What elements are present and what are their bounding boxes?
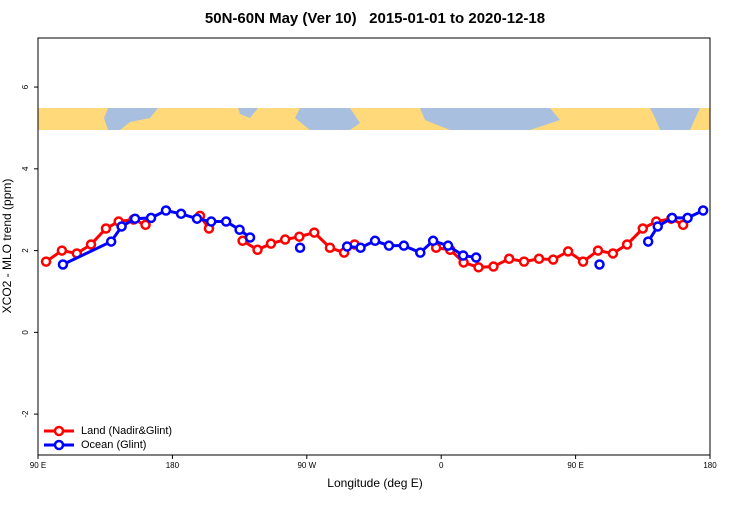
data-point bbox=[547, 254, 559, 265]
data-point bbox=[562, 246, 574, 257]
x-tick-label: 180 bbox=[703, 461, 717, 470]
data-point bbox=[592, 245, 604, 256]
data-point bbox=[294, 231, 305, 242]
legend-marker bbox=[53, 439, 65, 451]
x-axis-label: Longitude (deg E) bbox=[327, 476, 422, 490]
data-point bbox=[140, 219, 151, 231]
data-point bbox=[682, 212, 693, 224]
y-tick-label: -2 bbox=[21, 410, 30, 418]
data-point bbox=[473, 262, 484, 273]
x-tick-label: 90 E bbox=[567, 461, 583, 470]
data-point bbox=[457, 250, 469, 261]
data-point bbox=[252, 244, 263, 256]
y-axis-label: XCO2 - MLO trend (ppm) bbox=[0, 179, 14, 314]
data-point bbox=[383, 240, 395, 251]
data-point bbox=[341, 241, 353, 252]
data-point bbox=[677, 219, 689, 231]
data-point bbox=[503, 253, 515, 265]
data-point bbox=[594, 259, 605, 270]
data-point bbox=[442, 240, 454, 251]
chart-title: 50N-60N May (Ver 10) 2015-01-01 to 2020-… bbox=[205, 10, 545, 27]
data-point bbox=[145, 212, 157, 224]
data-point bbox=[279, 234, 291, 245]
data-point bbox=[398, 240, 410, 251]
data-point bbox=[427, 235, 439, 247]
data-point bbox=[175, 208, 187, 220]
data-point bbox=[234, 224, 245, 235]
data-point bbox=[355, 242, 366, 253]
data-point bbox=[85, 239, 97, 250]
x-tick-label: 180 bbox=[166, 461, 180, 470]
data-point bbox=[415, 247, 426, 258]
series-line bbox=[62, 208, 704, 266]
data-point bbox=[265, 238, 277, 249]
data-point bbox=[100, 223, 112, 234]
data-point bbox=[129, 213, 141, 224]
data-point bbox=[244, 232, 256, 243]
data-point bbox=[518, 256, 530, 267]
data-point bbox=[666, 212, 678, 224]
data-point bbox=[637, 223, 649, 234]
data-point bbox=[607, 248, 619, 259]
data-point bbox=[488, 261, 499, 272]
data-point bbox=[309, 227, 320, 238]
data-point bbox=[697, 205, 709, 216]
data-point bbox=[191, 213, 203, 224]
legend-label: Ocean (Glint) bbox=[81, 439, 146, 451]
y-tick-label: 4 bbox=[21, 166, 30, 171]
data-point bbox=[294, 242, 306, 253]
data-point bbox=[324, 242, 336, 253]
x-tick-label: 90 W bbox=[297, 461, 316, 470]
x-tick-label: 0 bbox=[439, 461, 444, 470]
series-line bbox=[45, 214, 684, 269]
y-tick-label: 6 bbox=[21, 84, 30, 89]
data-point bbox=[40, 256, 52, 267]
data-point bbox=[160, 205, 172, 216]
data-point bbox=[116, 221, 127, 232]
y-tick-label: 2 bbox=[21, 248, 30, 253]
data-point bbox=[470, 252, 482, 263]
data-point bbox=[57, 259, 69, 270]
data-point bbox=[642, 236, 654, 247]
x-tick-label: 90 E bbox=[30, 461, 46, 470]
data-point bbox=[621, 239, 633, 250]
data-point bbox=[577, 256, 589, 267]
data-point bbox=[369, 235, 381, 247]
data-point bbox=[56, 245, 68, 256]
data-point bbox=[205, 216, 217, 227]
data-point bbox=[105, 236, 117, 247]
legend-marker bbox=[53, 425, 65, 437]
data-point bbox=[220, 216, 232, 227]
legend-label: Land (Nadir&Glint) bbox=[81, 425, 172, 437]
plot-frame bbox=[37, 37, 711, 456]
data-point bbox=[652, 221, 663, 232]
y-tick-label: 0 bbox=[21, 330, 30, 335]
map-strip bbox=[38, 108, 710, 130]
data-point bbox=[533, 253, 545, 265]
